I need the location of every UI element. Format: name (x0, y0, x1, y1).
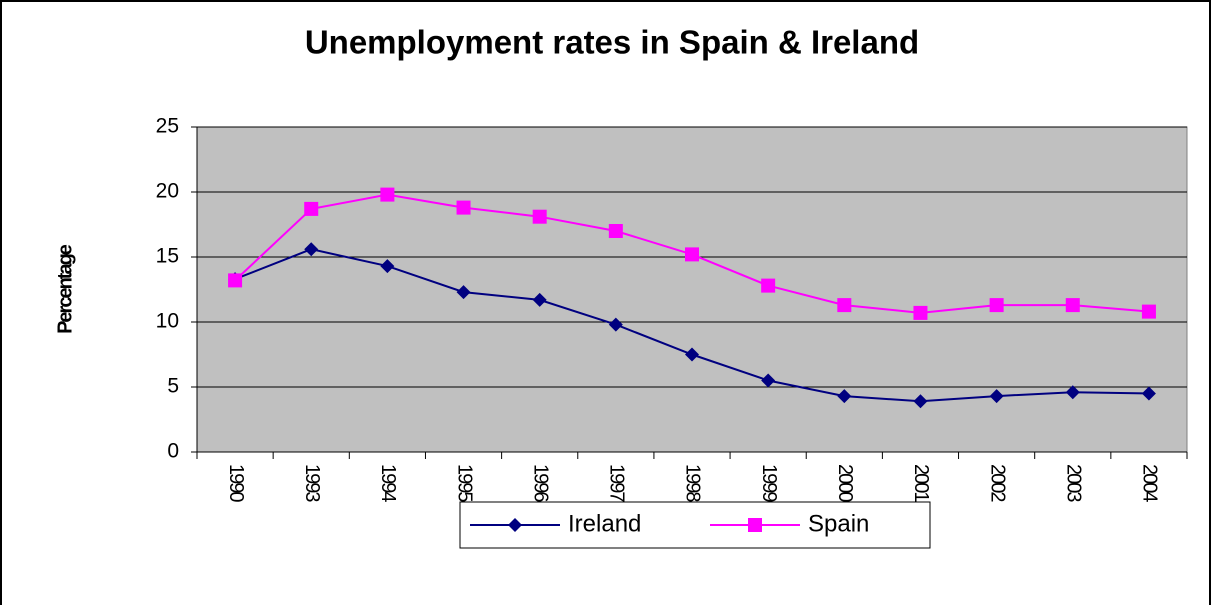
y-tick-label: 20 (156, 180, 179, 203)
legend-label: Ireland (568, 510, 641, 537)
chart-title: Unemployment rates in Spain & Ireland (305, 24, 919, 61)
data-point (608, 317, 623, 332)
data-point (532, 209, 547, 224)
y-tick-label: 10 (156, 310, 179, 333)
data-point (685, 247, 699, 262)
data-point (532, 292, 547, 307)
data-point (989, 389, 1004, 404)
x-tick-label: 1995 (453, 464, 475, 502)
data-point (1065, 385, 1080, 400)
x-tick-label: 1990 (225, 464, 247, 502)
data-point (1141, 386, 1156, 401)
data-point (761, 373, 776, 388)
legend-marker (508, 518, 522, 532)
x-tick-label: 1994 (377, 464, 399, 502)
data-point (685, 347, 699, 362)
x-tick-label: 2002 (986, 464, 1008, 502)
data-point (608, 224, 623, 238)
y-tick-label: 25 (156, 115, 179, 138)
y-tick-label: 0 (167, 440, 179, 463)
data-point (456, 285, 471, 300)
data-point (228, 273, 243, 288)
x-tick-label: 2000 (834, 464, 856, 502)
data-point (913, 305, 928, 320)
data-point (304, 242, 319, 257)
data-point (837, 298, 852, 313)
y-axis-label: Percentage (54, 244, 76, 334)
legend-marker (748, 518, 762, 532)
x-tick-label: 1997 (606, 464, 628, 502)
data-point (837, 389, 852, 404)
y-tick-label: 15 (156, 245, 179, 268)
x-tick-label: 1993 (301, 464, 323, 502)
data-point (380, 187, 395, 202)
data-point (989, 298, 1004, 313)
x-tick-label: 2004 (1139, 464, 1161, 502)
data-point (304, 201, 319, 216)
y-tick-label: 5 (167, 375, 179, 398)
legend-label: Spain (808, 510, 869, 537)
data-point (913, 394, 928, 409)
x-tick-label: 1999 (758, 464, 780, 502)
data-point (761, 278, 776, 293)
data-point (1065, 298, 1080, 313)
plot-area (196, 126, 1188, 453)
data-point (380, 259, 395, 274)
x-tick-label: 1998 (682, 464, 704, 502)
x-tick-label: 2003 (1062, 464, 1084, 502)
x-tick-label: 2001 (910, 464, 932, 502)
x-tick-label: 1996 (529, 464, 551, 502)
data-point (1141, 304, 1156, 319)
data-point (456, 200, 471, 215)
